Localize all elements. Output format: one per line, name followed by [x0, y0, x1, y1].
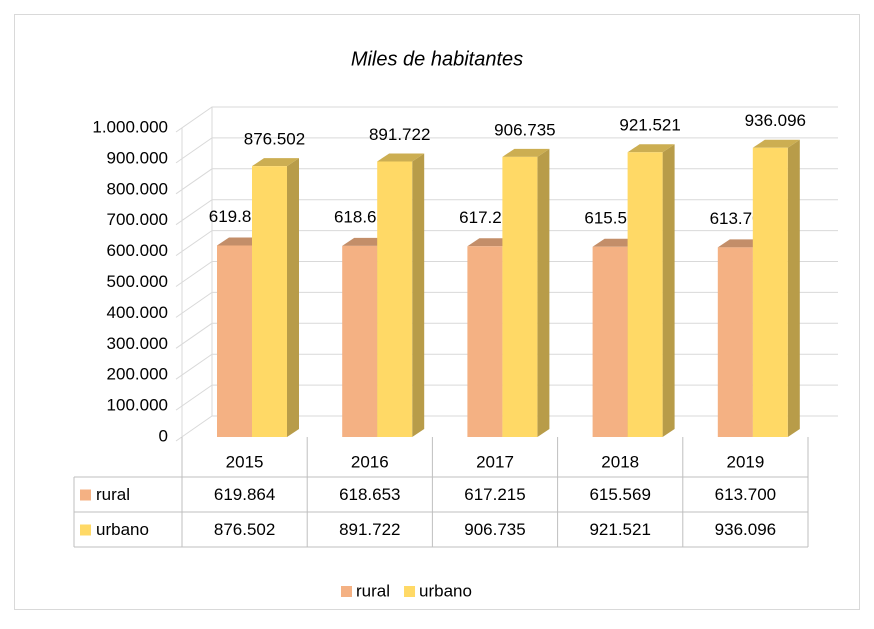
bar-face [717, 247, 753, 437]
legend-label: urbano [419, 581, 472, 600]
bar-face [627, 152, 663, 438]
y-tick-label: 1.000.000 [92, 117, 168, 136]
chart-title: Miles de habitantes [351, 48, 523, 70]
y-tick-label: 400.000 [107, 303, 168, 322]
bar-face [502, 156, 538, 437]
bar-face [377, 161, 413, 438]
table-cell: 619.864 [214, 485, 275, 504]
table-row-label: rural [96, 485, 130, 504]
bar-face [412, 153, 425, 438]
x-tick-label: 2019 [726, 452, 764, 471]
bar [252, 158, 299, 437]
y-tick-label: 800.000 [107, 179, 168, 198]
table-cell: 891.722 [339, 520, 400, 539]
y-tick-label: 500.000 [107, 272, 168, 291]
x-tick-label: 2015 [226, 452, 264, 471]
data-label: 891.722 [369, 125, 430, 144]
bar-face [752, 147, 788, 437]
table-legend-key [80, 524, 91, 536]
x-tick-label: 2018 [601, 452, 639, 471]
y-tick-label: 200.000 [107, 365, 168, 384]
data-label: 876.502 [244, 130, 305, 149]
table-cell: 936.096 [715, 520, 776, 539]
y-tick-label: 900.000 [107, 148, 168, 167]
bar-face [342, 245, 378, 437]
legend-label: rural [356, 581, 390, 600]
data-label: 936.096 [745, 111, 806, 130]
y-tick-label: 600.000 [107, 241, 168, 260]
bar-face [287, 158, 299, 437]
x-tick-label: 2017 [476, 452, 514, 471]
table-cell: 876.502 [214, 520, 275, 539]
table-cell: 618.653 [339, 485, 400, 504]
bar-face [752, 139, 800, 148]
data-label: 921.521 [619, 116, 680, 135]
bar-face [502, 148, 550, 157]
bar-face [377, 153, 425, 162]
bar-face [467, 246, 503, 437]
legend-key [404, 586, 416, 597]
bar [502, 148, 550, 437]
y-tick-label: 700.000 [107, 210, 168, 229]
bar [627, 144, 675, 438]
table-cell: 617.215 [464, 485, 525, 504]
data-label: 906.735 [494, 120, 555, 139]
bar-face [662, 144, 675, 438]
table-cell: 921.521 [589, 520, 650, 539]
table-legend-key [80, 489, 91, 501]
bar-face [537, 148, 550, 437]
bar-face [252, 166, 287, 437]
bar [752, 139, 800, 437]
bar-face [252, 158, 299, 167]
y-tick-label: 100.000 [107, 396, 168, 415]
bar-face [787, 139, 800, 437]
bar-face [627, 144, 675, 153]
y-tick-label: 0 [159, 426, 168, 445]
table-cell: 615.569 [589, 485, 650, 504]
bar-face [592, 246, 628, 437]
legend-key [341, 586, 352, 597]
bar-face [217, 245, 252, 437]
table-cell: 613.700 [715, 485, 776, 504]
table-row-label: urbano [96, 520, 149, 539]
bar [377, 153, 425, 438]
x-tick-label: 2016 [351, 452, 389, 471]
table-cell: 906.735 [464, 520, 525, 539]
y-tick-label: 300.000 [107, 334, 168, 353]
